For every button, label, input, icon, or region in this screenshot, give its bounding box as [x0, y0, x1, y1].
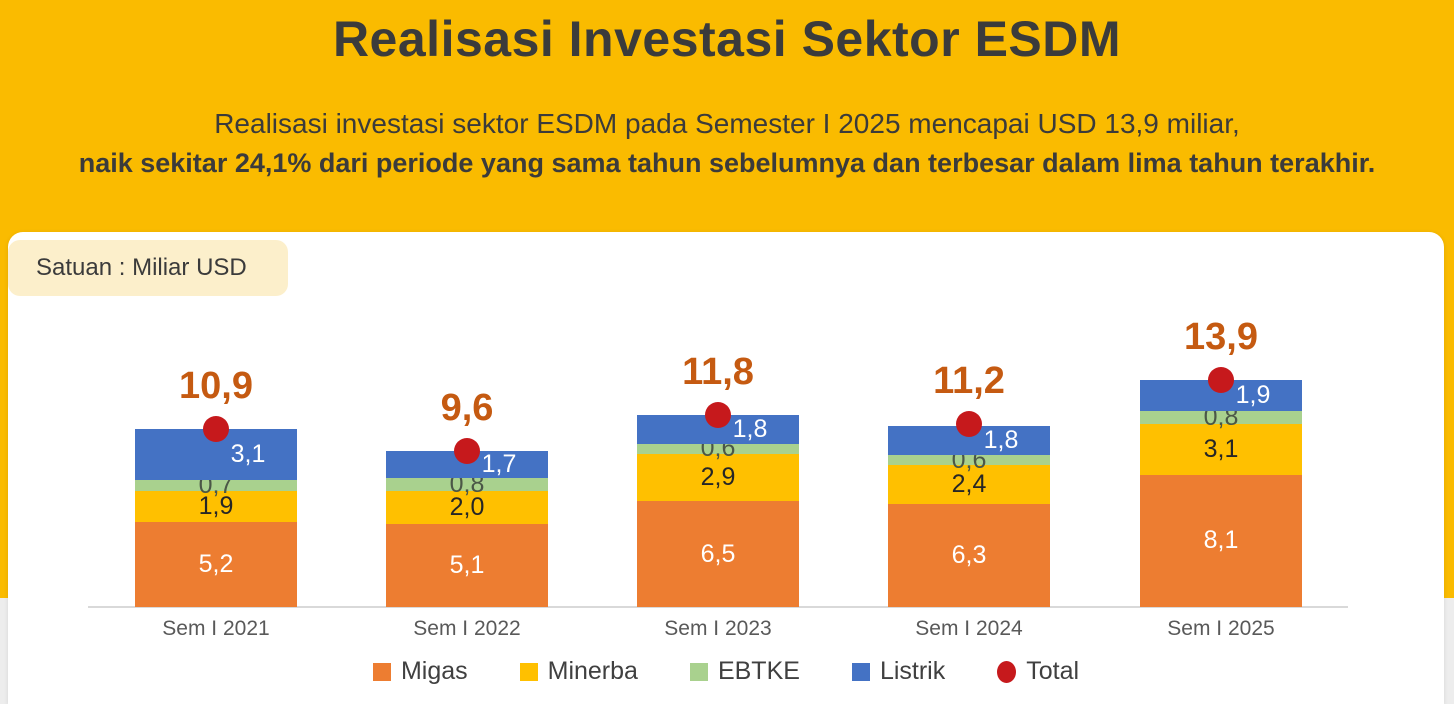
segment-value-listrik: 1,8: [732, 414, 768, 443]
legend-label-total: Total: [1026, 657, 1080, 685]
bar-segment-ebtke: 0,6: [888, 447, 1050, 472]
bar-segment-ebtke: 0,8: [1140, 405, 1302, 430]
x-axis-label: Sem I 2025: [1167, 617, 1275, 640]
total-value-label: 10,9: [179, 365, 253, 408]
legend-item-migas: Migas: [372, 657, 468, 686]
total-marker-dot: [454, 437, 480, 464]
bar-segment-minerba: 2,0: [386, 491, 548, 524]
bar-segment-listrik: 3,1: [135, 429, 297, 480]
bar-segment-ebtke: 0,6: [637, 436, 799, 461]
bar-segment-listrik: 1,8: [888, 426, 1050, 456]
segment-value-migas: 8,1: [1203, 526, 1239, 555]
legend-label-minerba: Minerba: [547, 657, 638, 685]
total-value-label: 11,8: [682, 350, 754, 393]
total-marker-dot: [956, 411, 982, 438]
x-axis-line: [88, 606, 1348, 608]
unit-label-box: Satuan : Miliar USD: [8, 240, 288, 296]
bar-segment-minerba: 3,1: [1140, 424, 1302, 475]
bar-segment-migas: 8,1: [1140, 474, 1302, 607]
legend-label-migas: Migas: [400, 657, 468, 685]
header: Realisasi Investasi Sektor ESDM Realisas…: [0, 0, 1454, 179]
segment-value-migas: 6,5: [700, 539, 736, 568]
bar-segment-listrik: 1,7: [386, 449, 548, 479]
segment-value-listrik: 3,1: [230, 440, 266, 469]
subtitle-line-2: naik sekitar 24,1% dari periode yang sam…: [78, 148, 1376, 178]
segment-value-minerba: 1,9: [198, 492, 234, 521]
segment-value-migas: 6,3: [951, 541, 987, 570]
total-marker-dot: [203, 416, 229, 443]
chart-area: 5,2 1,9 0,7 3,1 10,9 Sem I 2021 5,1 2,0 0,8 1,7 9,…: [8, 232, 1444, 704]
bar-segment-migas: 5,2: [135, 522, 297, 607]
chart-card: Satuan : Miliar USD 5,2 1,9 0,7 3,1 10,9 Sem …: [8, 232, 1444, 704]
legend-label-ebtke: EBTKE: [717, 657, 800, 685]
total-marker-dot: [705, 401, 731, 428]
total-marker-dot: [1208, 367, 1234, 394]
total-value-label: 11,2: [933, 360, 1005, 403]
bar-segment-minerba: 1,9: [135, 491, 297, 523]
segment-value-listrik: 1,7: [481, 449, 517, 478]
total-value-label: 13,9: [1184, 316, 1258, 359]
x-axis-label: Sem I 2022: [413, 617, 521, 640]
segment-value-minerba: 2,0: [449, 493, 485, 522]
unit-label: Satuan : Miliar USD: [36, 254, 247, 281]
legend-item-minerba: Minerba: [519, 657, 638, 686]
segment-value-migas: 5,2: [198, 550, 234, 579]
segment-value-minerba: 2,9: [700, 462, 736, 491]
x-axis-label: Sem I 2024: [915, 617, 1023, 640]
legend-item-listrik: Listrik: [851, 657, 946, 686]
legend-square-swatch-ebtke: [689, 662, 708, 681]
segment-value-listrik: 1,9: [1235, 381, 1271, 410]
legend-square-swatch-migas: [372, 662, 391, 681]
legend-circle-swatch-total: [997, 660, 1017, 683]
segment-value-migas: 5,1: [449, 550, 485, 579]
legend-square-swatch-listrik: [851, 662, 870, 681]
segment-value-minerba: 2,4: [951, 470, 987, 499]
segment-value-listrik: 1,8: [983, 426, 1019, 455]
bar-segment-minerba: 2,9: [637, 453, 799, 502]
x-axis-label: Sem I 2021: [162, 617, 270, 640]
bar-segment-ebtke: 0,7: [135, 473, 297, 498]
bar-segment-minerba: 2,4: [888, 465, 1050, 505]
subtitle-line-1: Realisasi investasi sektor ESDM pada Sem…: [214, 108, 1240, 139]
segment-value-minerba: 3,1: [1203, 435, 1239, 464]
legend-label-listrik: Listrik: [879, 657, 946, 685]
bar-segment-migas: 5,1: [386, 523, 548, 607]
legend-item-total: Total: [997, 657, 1079, 686]
bar-segment-ebtke: 0,8: [386, 472, 548, 497]
bar-segment-migas: 6,3: [888, 504, 1050, 607]
legend-square-swatch-minerba: [519, 662, 538, 681]
page-title: Realisasi Investasi Sektor ESDM: [332, 11, 1122, 67]
chart-legend: Migas Minerba EBTKE Listrik Total: [8, 657, 1444, 686]
x-axis-label: Sem I 2023: [664, 617, 772, 640]
total-value-label: 9,6: [440, 386, 494, 429]
bar-segment-migas: 6,5: [637, 501, 799, 607]
legend-item-ebtke: EBTKE: [689, 657, 800, 686]
